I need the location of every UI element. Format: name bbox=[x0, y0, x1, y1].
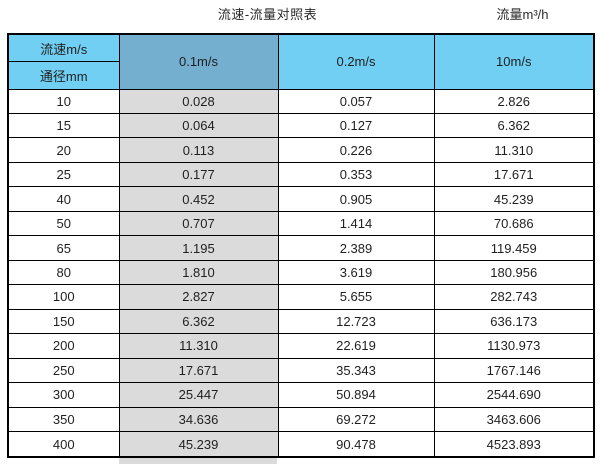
diameter-cell: 150 bbox=[7, 308, 120, 335]
table-row: 25 0.177 0.353 17.671 bbox=[7, 161, 595, 188]
flow-value-cell: 25.447 bbox=[118, 382, 279, 408]
flow-value-cell: 0.028 bbox=[118, 88, 279, 114]
flow-value-cell: 119.459 bbox=[433, 235, 595, 261]
flow-value-cell: 2.827 bbox=[118, 284, 279, 310]
diameter-cell: 50 bbox=[7, 210, 120, 237]
flow-value-cell: 2.826 bbox=[433, 88, 595, 114]
flow-value-cell: 1.414 bbox=[277, 210, 435, 237]
table-row: 80 1.810 3.619 180.956 bbox=[7, 259, 595, 286]
flow-value-cell: 17.671 bbox=[118, 357, 279, 384]
column-header-0-2ms: 0.2m/s bbox=[277, 33, 435, 90]
velocity-flow-table: 流速m/s 通径mm 0.1m/s 0.2m/s 10m/s 10 0.028 0.… bbox=[7, 33, 595, 458]
table-row: 10 0.028 0.057 2.826 bbox=[7, 88, 595, 114]
diameter-cell: 25 bbox=[7, 161, 120, 188]
flow-value-cell: 5.655 bbox=[277, 284, 435, 310]
table-row: 100 2.827 5.655 282.743 bbox=[7, 284, 595, 310]
column-header-10ms: 10m/s bbox=[433, 33, 595, 90]
flow-value-cell: 1767.146 bbox=[433, 357, 595, 384]
flow-value-cell: 0.226 bbox=[277, 137, 435, 163]
diameter-cell: 300 bbox=[7, 382, 120, 408]
flow-value-cell: 70.686 bbox=[433, 210, 595, 237]
flow-value-cell: 2.389 bbox=[277, 235, 435, 261]
table-row: 200 11.310 22.619 1130.973 bbox=[7, 333, 595, 359]
flow-value-cell: 11.310 bbox=[433, 137, 595, 163]
flow-value-cell: 0.452 bbox=[118, 186, 279, 212]
table-row: 400 45.239 90.478 4523.893 bbox=[7, 431, 595, 458]
table-row: 300 25.447 50.894 2544.690 bbox=[7, 382, 595, 408]
flow-value-cell: 6.362 bbox=[118, 308, 279, 335]
column-header-0-1ms: 0.1m/s bbox=[118, 33, 279, 90]
diameter-cell: 400 bbox=[7, 431, 120, 458]
flow-value-cell: 0.127 bbox=[277, 112, 435, 139]
flow-value-cell: 11.310 bbox=[118, 333, 279, 359]
flow-value-cell: 0.177 bbox=[118, 161, 279, 188]
gray-column-overflow bbox=[119, 458, 277, 464]
flow-value-cell: 17.671 bbox=[433, 161, 595, 188]
flow-value-cell: 0.057 bbox=[277, 88, 435, 114]
corner-diameter-label: 通径mm bbox=[39, 68, 88, 84]
diameter-cell: 40 bbox=[7, 186, 120, 212]
flow-value-cell: 3463.606 bbox=[433, 406, 595, 433]
diameter-cell: 200 bbox=[7, 333, 120, 359]
flow-value-cell: 90.478 bbox=[277, 431, 435, 458]
flow-value-cell: 12.723 bbox=[277, 308, 435, 335]
diameter-cell: 10 bbox=[7, 88, 120, 114]
table-row: 150 6.362 12.723 636.173 bbox=[7, 308, 595, 335]
table-row: 65 1.195 2.389 119.459 bbox=[7, 235, 595, 261]
flow-unit-label: 流量m³/h bbox=[496, 7, 549, 22]
diameter-cell: 80 bbox=[7, 259, 120, 286]
table-row: 15 0.064 0.127 6.362 bbox=[7, 112, 595, 139]
flow-value-cell: 180.956 bbox=[433, 259, 595, 286]
flow-value-cell: 2544.690 bbox=[433, 382, 595, 408]
flow-value-cell: 1130.973 bbox=[433, 333, 595, 359]
flow-value-cell: 45.239 bbox=[433, 186, 595, 212]
table-row: 50 0.707 1.414 70.686 bbox=[7, 210, 595, 237]
flow-value-cell: 1.810 bbox=[118, 259, 279, 286]
flow-value-cell: 35.343 bbox=[277, 357, 435, 384]
table-row: 350 34.636 69.272 3463.606 bbox=[7, 406, 595, 433]
table-row: 20 0.113 0.226 11.310 bbox=[7, 137, 595, 163]
flow-value-cell: 45.239 bbox=[118, 431, 279, 458]
flow-value-cell: 0.064 bbox=[118, 112, 279, 139]
flow-value-cell: 4523.893 bbox=[433, 431, 595, 458]
diameter-cell: 65 bbox=[7, 235, 120, 261]
diameter-cell: 350 bbox=[7, 406, 120, 433]
flow-value-cell: 282.743 bbox=[433, 284, 595, 310]
flow-value-cell: 0.905 bbox=[277, 186, 435, 212]
table-row: 40 0.452 0.905 45.239 bbox=[7, 186, 595, 212]
flow-value-cell: 22.619 bbox=[277, 333, 435, 359]
diameter-cell: 100 bbox=[7, 284, 120, 310]
table-row: 250 17.671 35.343 1767.146 bbox=[7, 357, 595, 384]
flow-value-cell: 0.113 bbox=[118, 137, 279, 163]
diameter-cell: 250 bbox=[7, 357, 120, 384]
header-row: 流速m/s 通径mm 0.1m/s 0.2m/s 10m/s bbox=[7, 33, 595, 90]
diameter-cell: 20 bbox=[7, 137, 120, 163]
flow-value-cell: 636.173 bbox=[433, 308, 595, 335]
flow-value-cell: 1.195 bbox=[118, 235, 279, 261]
diameter-cell: 15 bbox=[7, 112, 120, 139]
corner-velocity-label: 流速m/s bbox=[9, 35, 118, 63]
flow-value-cell: 0.353 bbox=[277, 161, 435, 188]
corner-header-cell: 流速m/s 通径mm bbox=[7, 33, 120, 90]
flow-value-cell: 0.707 bbox=[118, 210, 279, 237]
table-body: 10 0.028 0.057 2.826 15 0.064 0.127 6.362 20 0.11… bbox=[7, 88, 595, 458]
page-title: 流速-流量对照表 bbox=[217, 7, 318, 22]
flow-value-cell: 3.619 bbox=[277, 259, 435, 286]
flow-value-cell: 69.272 bbox=[277, 406, 435, 433]
table-header: 流速m/s 通径mm 0.1m/s 0.2m/s 10m/s bbox=[7, 33, 595, 90]
flow-value-cell: 50.894 bbox=[277, 382, 435, 408]
flow-value-cell: 6.362 bbox=[433, 112, 595, 139]
flow-value-cell: 34.636 bbox=[118, 406, 279, 433]
